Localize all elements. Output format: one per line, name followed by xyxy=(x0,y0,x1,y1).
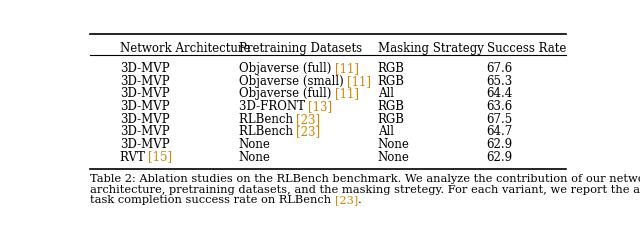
Text: RGB: RGB xyxy=(378,112,404,125)
Text: [23]: [23] xyxy=(296,112,321,125)
Text: 65.3: 65.3 xyxy=(486,74,513,87)
Text: .: . xyxy=(358,195,362,204)
Text: [23]: [23] xyxy=(296,125,321,138)
Text: 3D-MVP: 3D-MVP xyxy=(120,62,170,75)
Text: RLBench: RLBench xyxy=(239,125,296,138)
Text: [11]: [11] xyxy=(335,87,359,100)
Text: Objaverse (full): Objaverse (full) xyxy=(239,87,335,100)
Text: All: All xyxy=(378,125,394,138)
Text: 3D-FRONT: 3D-FRONT xyxy=(239,100,308,113)
Text: [11]: [11] xyxy=(348,74,371,87)
Text: architecture, pretraining datasets, and the masking stretegy. For each variant, : architecture, pretraining datasets, and … xyxy=(90,184,640,194)
Text: 63.6: 63.6 xyxy=(486,100,513,113)
Text: task completion success rate on RLBench: task completion success rate on RLBench xyxy=(90,195,335,204)
Text: None: None xyxy=(239,150,271,163)
Text: Objaverse (small): Objaverse (small) xyxy=(239,74,348,87)
Text: [15]: [15] xyxy=(148,150,172,163)
Text: 3D-MVP: 3D-MVP xyxy=(120,74,170,87)
Text: RGB: RGB xyxy=(378,62,404,75)
Text: RLBench: RLBench xyxy=(239,112,296,125)
Text: RGB: RGB xyxy=(378,100,404,113)
Text: Pretraining Datasets: Pretraining Datasets xyxy=(239,42,362,55)
Text: Network Architecture: Network Architecture xyxy=(120,42,250,55)
Text: None: None xyxy=(239,137,271,150)
Text: 62.9: 62.9 xyxy=(486,137,513,150)
Text: 3D-MVP: 3D-MVP xyxy=(120,87,170,100)
Text: 3D-MVP: 3D-MVP xyxy=(120,125,170,138)
Text: None: None xyxy=(378,150,410,163)
Text: All: All xyxy=(378,87,394,100)
Text: 3D-MVP: 3D-MVP xyxy=(120,100,170,113)
Text: 64.7: 64.7 xyxy=(486,125,513,138)
Text: 67.5: 67.5 xyxy=(486,112,513,125)
Text: RVT: RVT xyxy=(120,150,148,163)
Text: [13]: [13] xyxy=(308,100,333,113)
Text: [23]: [23] xyxy=(335,195,358,204)
Text: RGB: RGB xyxy=(378,74,404,87)
Text: 64.4: 64.4 xyxy=(486,87,513,100)
Text: None: None xyxy=(378,137,410,150)
Text: Success Rate: Success Rate xyxy=(486,42,566,55)
Text: 3D-MVP: 3D-MVP xyxy=(120,112,170,125)
Text: Masking Strategy: Masking Strategy xyxy=(378,42,483,55)
Text: 3D-MVP: 3D-MVP xyxy=(120,137,170,150)
Text: [11]: [11] xyxy=(335,62,359,75)
Text: 62.9: 62.9 xyxy=(486,150,513,163)
Text: Table 2: Ablation studies on the RLBench benchmark. We analyze the contribution : Table 2: Ablation studies on the RLBench… xyxy=(90,173,640,183)
Text: Objaverse (full): Objaverse (full) xyxy=(239,62,335,75)
Text: 67.6: 67.6 xyxy=(486,62,513,75)
